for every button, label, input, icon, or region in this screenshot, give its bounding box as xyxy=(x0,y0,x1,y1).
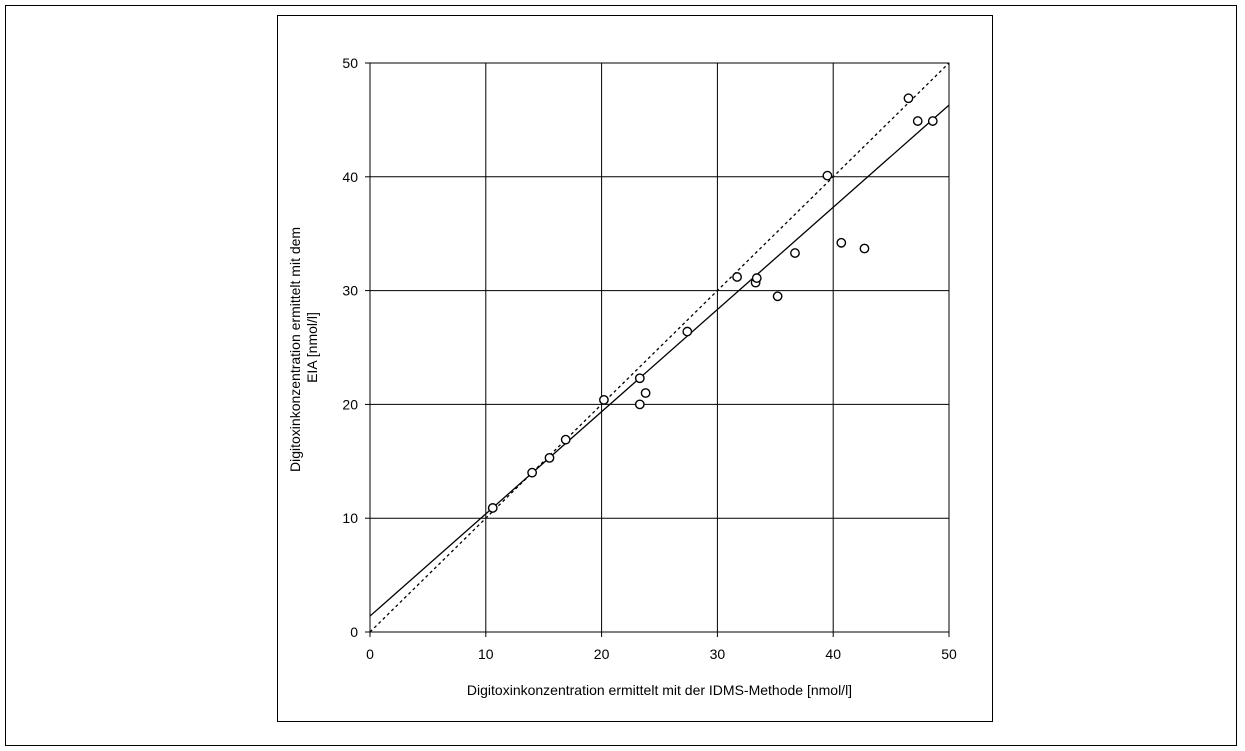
y-tick-label: 20 xyxy=(342,396,358,412)
data-point xyxy=(634,399,645,410)
data-point xyxy=(751,273,762,283)
data-point xyxy=(836,237,847,248)
data-point xyxy=(640,388,651,398)
points-group xyxy=(487,93,938,513)
chart-frame xyxy=(277,15,993,722)
x-tick-label: 20 xyxy=(594,646,610,662)
x-tick-label: 50 xyxy=(941,646,957,662)
data-point xyxy=(732,272,742,282)
data-point xyxy=(859,243,870,254)
data-point xyxy=(822,170,833,181)
x-axis-label: Digitoxinkonzentration ermittelt mit der… xyxy=(467,682,852,698)
regression-line xyxy=(369,104,950,617)
y-axis-label: Digitoxinkonzentration ermittelt mit dem… xyxy=(287,223,320,472)
data-point xyxy=(560,434,571,445)
data-point xyxy=(527,467,538,478)
data-point xyxy=(682,326,693,337)
y-axis-label-line-1: Digitoxinkonzentration ermittelt mit dem xyxy=(287,227,303,472)
x-tick-label: 10 xyxy=(478,646,494,662)
data-point xyxy=(544,452,555,463)
data-point xyxy=(772,291,783,302)
y-tick-label: 50 xyxy=(342,55,358,71)
data-point xyxy=(599,394,609,405)
data-point xyxy=(903,93,914,104)
plot-area xyxy=(369,62,950,633)
x-tick-label: 30 xyxy=(710,646,726,662)
outer-frame xyxy=(5,5,1237,746)
data-point xyxy=(487,503,498,513)
data-point xyxy=(790,248,800,258)
lines-group xyxy=(369,62,950,633)
x-tick-label: 40 xyxy=(825,646,841,662)
x-tick-label: 0 xyxy=(366,646,374,662)
data-point xyxy=(634,373,645,384)
tick-labels: 0 10 20 30 40 50 0 10 20 30 40 50 xyxy=(342,55,957,662)
data-point xyxy=(912,116,923,126)
y-axis-label-line-2: EIA [nmol/l] xyxy=(304,312,320,383)
y-tick-label: 30 xyxy=(342,283,358,299)
identity-line xyxy=(369,62,950,633)
y-tick-label: 40 xyxy=(342,169,358,185)
y-tick-label: 0 xyxy=(350,624,358,640)
y-tick-label: 10 xyxy=(342,510,358,526)
data-point xyxy=(927,116,938,126)
